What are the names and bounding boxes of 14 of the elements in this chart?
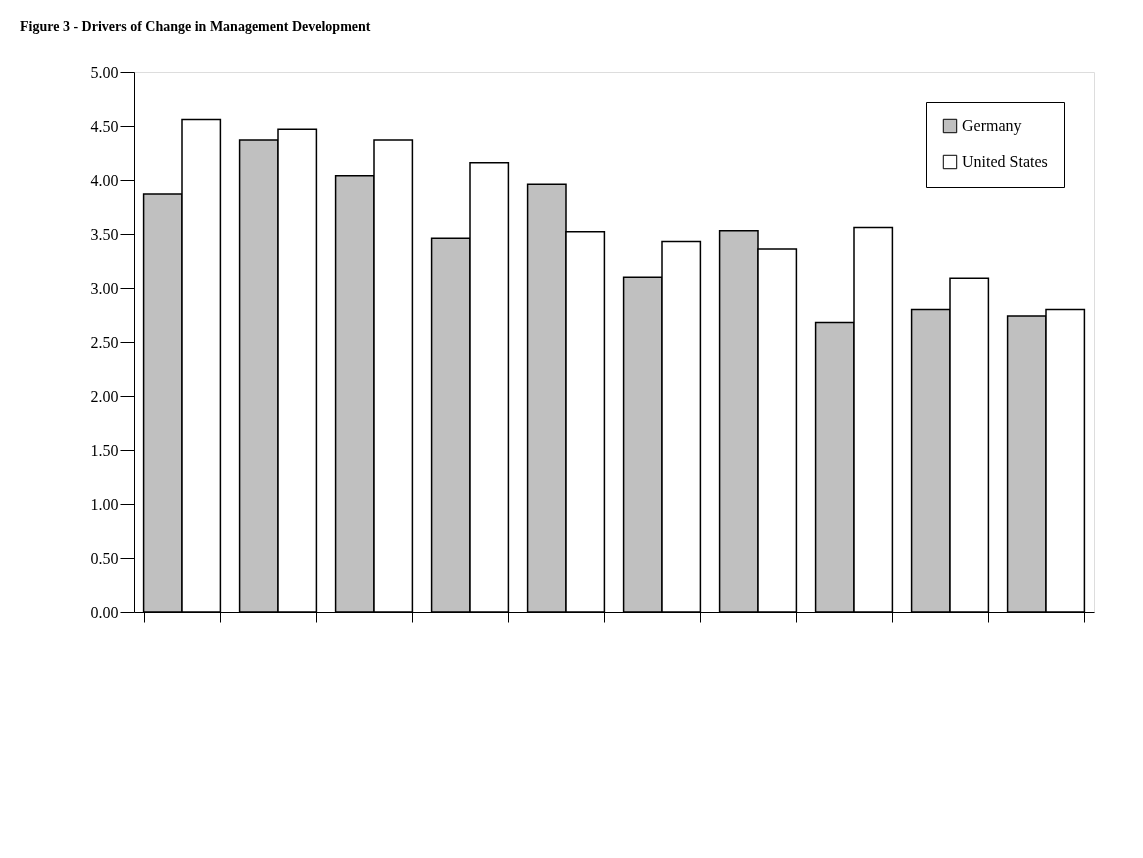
y-tick-label: 3.00: [90, 279, 119, 297]
y-tick-label: 4.00: [90, 171, 119, 189]
y-tick-label: 4.50: [90, 117, 119, 135]
y-tick-label: 2.50: [90, 333, 119, 351]
y-tick-label: 3.50: [90, 225, 119, 243]
y-tick-label: 5.00: [90, 63, 119, 81]
y-tick-label: 2.00: [90, 387, 119, 405]
legend-label: Germany: [962, 117, 1022, 135]
y-tick-label: 0.50: [90, 549, 119, 567]
chart-title: Figure 3 - Drivers of Change in Management Development: [20, 19, 371, 34]
y-tick-label: 1.00: [90, 495, 119, 513]
legend-label: United States: [962, 153, 1048, 170]
y-tick-label: 0.00: [90, 603, 119, 621]
y-tick-label: 1.50: [90, 441, 119, 459]
